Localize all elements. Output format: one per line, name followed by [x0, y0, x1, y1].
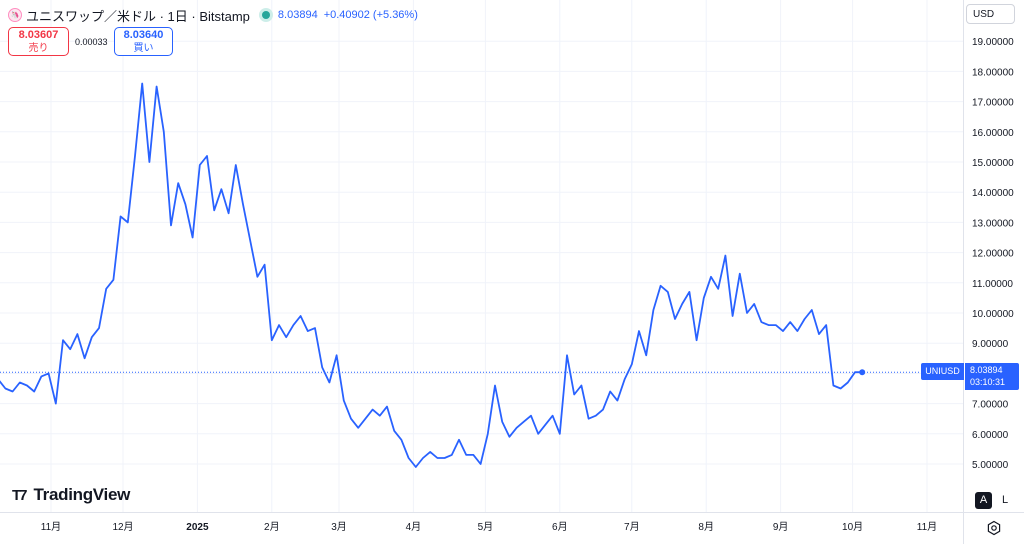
auto-scale-button[interactable]: A [975, 492, 992, 509]
price-axis[interactable]: 19.00000 18.00000 17.00000 16.00000 15.00000… [972, 37, 1014, 471]
time-tick-label: 2月 [264, 521, 280, 533]
time-tick-label: 6月 [552, 521, 568, 533]
symbol-price-label: UNIUSD [921, 363, 964, 380]
price-tick-label: 16.00000 [972, 128, 1014, 139]
spread-value: 0.00033 [75, 37, 108, 47]
price-tick-label: 18.00000 [972, 67, 1014, 78]
log-scale-button[interactable]: L [1001, 494, 1009, 506]
price-tick-label: 13.00000 [972, 218, 1014, 229]
sell-price: 8.03607 [18, 29, 59, 41]
price-tick-label: 15.00000 [972, 158, 1014, 169]
price-tick-label: 5.00000 [972, 460, 1009, 471]
tradingview-logo[interactable]: T7 TradingView [12, 485, 130, 505]
time-axis[interactable]: 11月 12月 2025 2月 3月 4月 5月 6月 7月 8月 9月 10月 11月 [41, 521, 937, 533]
tradingview-logo-text: TradingView [33, 485, 131, 504]
currency-selector[interactable]: USD [966, 4, 1015, 24]
buy-price: 8.03640 [123, 29, 164, 41]
time-tick-label: 11月 [917, 521, 937, 533]
time-tick-label: 9月 [773, 521, 789, 533]
price-tick-label: 10.00000 [972, 309, 1014, 320]
price-tick-label: 11.00000 [972, 279, 1013, 290]
price-tick-label: 19.00000 [972, 37, 1014, 48]
header-price-change: +0.40902 (+5.36%) [323, 9, 418, 21]
last-price-label: 8.03894 03:10:31 [965, 363, 1019, 390]
time-tick-label: 5月 [478, 521, 494, 533]
price-tick-label: 17.00000 [972, 98, 1014, 109]
price-tick-label: 6.00000 [972, 430, 1009, 441]
last-price-dot [859, 369, 866, 376]
time-tick-label: 7月 [624, 521, 640, 533]
time-tick-label: 11月 [41, 521, 61, 533]
price-tick-label: 14.00000 [972, 188, 1014, 199]
sell-button[interactable]: 8.03607 売り [8, 27, 69, 56]
time-tick-label: 12月 [112, 521, 133, 533]
bar-countdown: 03:10:31 [970, 377, 1006, 387]
sell-label: 売り [28, 43, 49, 54]
settings-icon[interactable] [986, 520, 1002, 536]
market-open-icon [261, 11, 270, 19]
chart-grid [0, 0, 963, 512]
buy-button[interactable]: 8.03640 買い [114, 27, 173, 56]
symbol-title[interactable]: ユニスワップ／米ドル · 1日 · Bitstamp [26, 8, 250, 24]
buy-label: 買い [133, 43, 154, 54]
time-tick-label: 10月 [842, 521, 863, 533]
time-tick-label: 4月 [406, 521, 422, 533]
tradingview-logo-icon: T7 [12, 486, 27, 504]
time-tick-label: 8月 [698, 521, 714, 533]
price-tick-label: 12.00000 [972, 249, 1014, 260]
chart-header: 🦄 ユニスワップ／米ドル · 1日 · Bitstamp 8.03894 +0.… [8, 6, 418, 24]
series-line [0, 82, 863, 468]
header-last-price: 8.03894 [277, 9, 318, 21]
time-tick-label: 3月 [331, 521, 347, 533]
price-tick-label: 9.00000 [972, 339, 1009, 350]
last-price-value: 8.03894 [970, 365, 1003, 375]
uniswap-logo-icon: 🦄 [8, 8, 22, 22]
time-tick-label: 2025 [186, 522, 209, 533]
price-tick-label: 7.00000 [972, 400, 1009, 411]
